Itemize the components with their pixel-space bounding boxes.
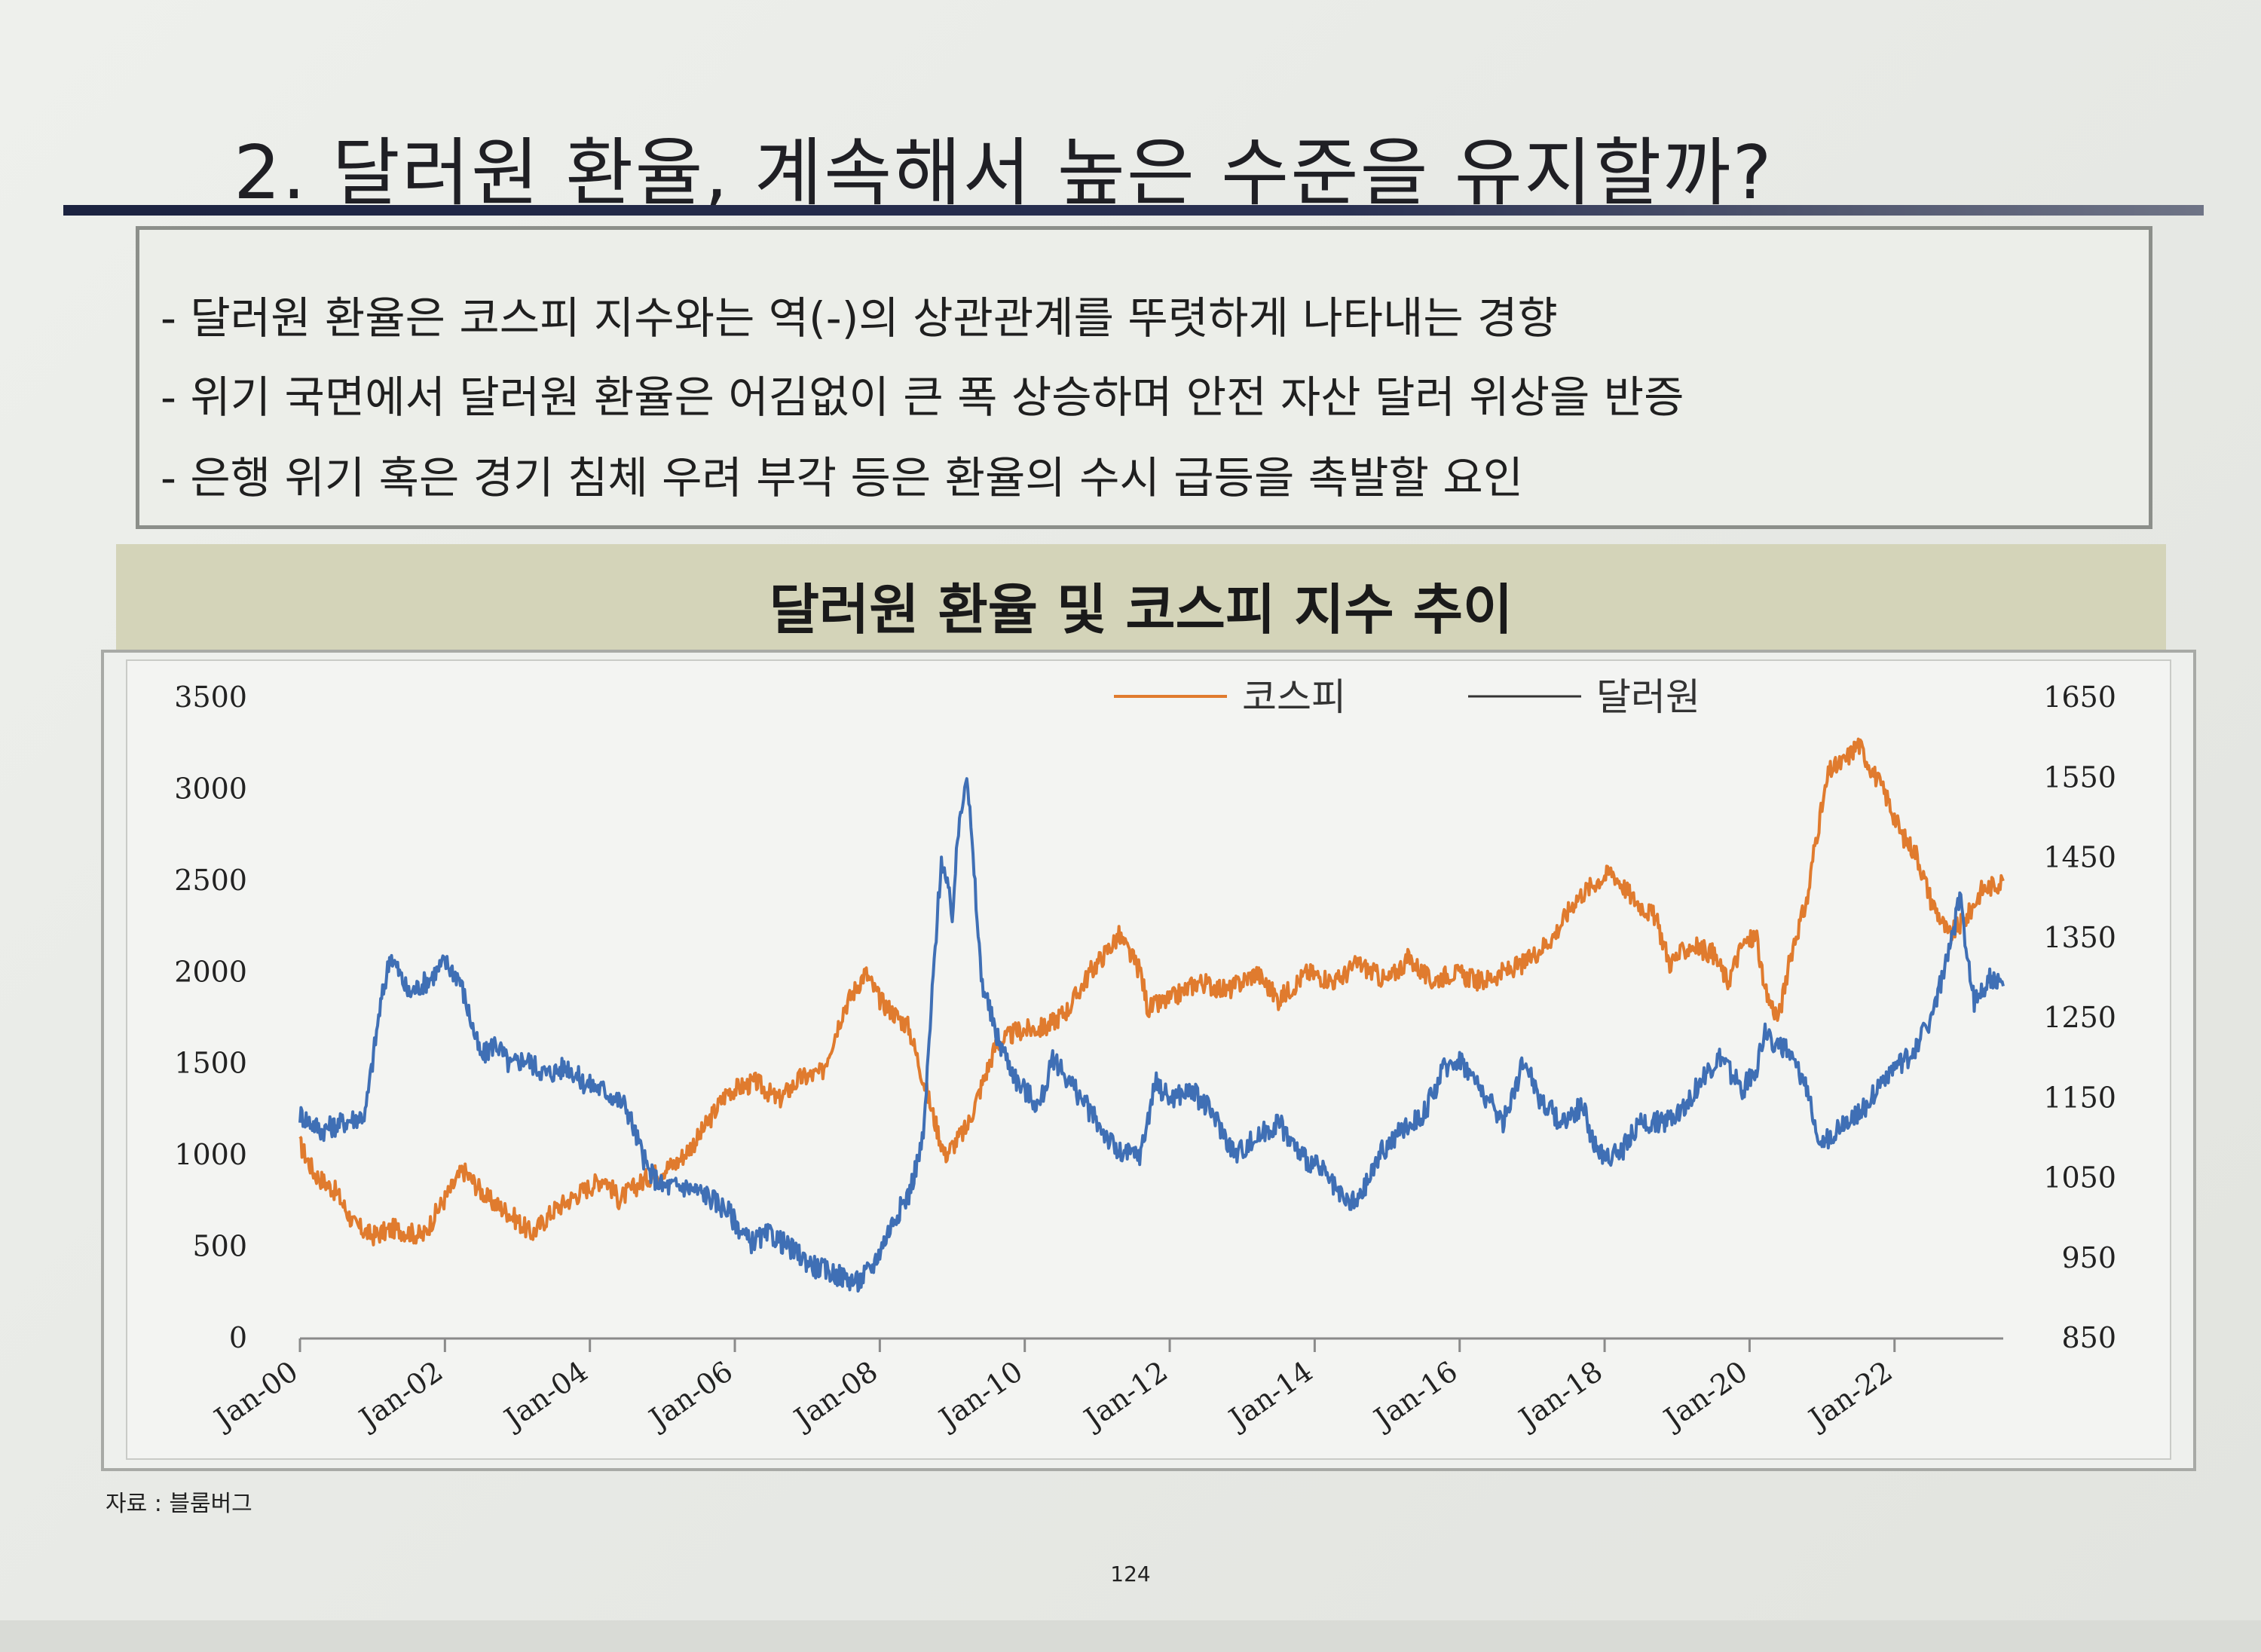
bullet-item-3: - 은행 위기 혹은 경기 침체 우려 부각 등은 환율의 수시 급등을 촉발할… [161, 452, 1524, 503]
left-tick-label: 2000 [174, 955, 247, 988]
plot-background [126, 659, 2171, 1460]
chart-frame: 3500 3000 2500 2000 1500 1000 500 0 1650 1550 1450… [101, 650, 2196, 1471]
title-rule [63, 205, 2204, 216]
chart-title: 달러원 환율 및 코스피 지수 추이 [769, 578, 1513, 641]
bullet-item-2: - 위기 국면에서 달러원 환율은 어김없이 큰 폭 상승하며 안전 자산 달러… [161, 372, 1684, 423]
left-tick-label: 1000 [174, 1138, 247, 1171]
page-number: 124 [1110, 1562, 1151, 1586]
left-tick-label: 3000 [174, 772, 247, 805]
right-tick-label: 1350 [2043, 921, 2116, 954]
slide-title: 2. 달러원 환율, 계속해서 높은 수준을 유지할까? [234, 130, 1773, 216]
left-tick-label: 1500 [174, 1047, 247, 1080]
right-tick-label: 950 [2061, 1241, 2116, 1274]
summary-box: - 달러원 환율은 코스피 지수와는 역(-)의 상관관계를 뚜렷하게 나타내는… [136, 226, 2152, 529]
right-tick-label: 1550 [2043, 760, 2116, 794]
chart-header: 달러원 환율 및 코스피 지수 추이 [116, 544, 2166, 651]
right-tick-label: 1650 [2043, 681, 2116, 714]
series-line-usdkrw [298, 777, 2005, 1293]
source-note: 자료 : 블룸버그 [106, 1491, 252, 1517]
left-tick-label: 3500 [174, 681, 247, 714]
right-tick-label: 1450 [2043, 841, 2116, 874]
right-tick-label: 1250 [2043, 1001, 2116, 1034]
right-tick-label: 1050 [2043, 1161, 2116, 1195]
bullet-item-1: - 달러원 환율은 코스피 지수와는 역(-)의 상관관계를 뚜렷하게 나타내는… [161, 292, 1558, 344]
right-tick-label: 1150 [2043, 1081, 2116, 1114]
line-chart: 3500 3000 2500 2000 1500 1000 500 0 1650 1550 1450… [126, 659, 2171, 1460]
legend-label-kospi: 코스피 [1242, 675, 1346, 719]
right-tick-label: 850 [2061, 1321, 2116, 1354]
left-tick-label: 500 [192, 1230, 247, 1263]
left-tick-label: 0 [229, 1321, 247, 1354]
legend-label-usdkrw: 달러원 [1596, 675, 1700, 719]
series-line-kospi [298, 737, 2005, 1247]
left-tick-label: 2500 [174, 864, 247, 897]
